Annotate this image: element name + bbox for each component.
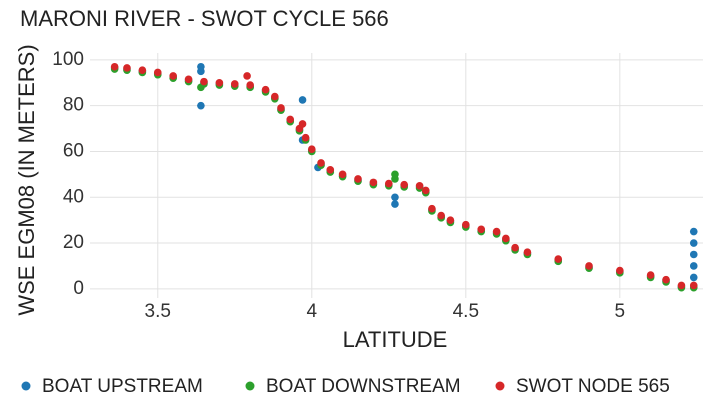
data-point (338, 170, 347, 179)
data-point (326, 165, 335, 174)
data-point (301, 133, 310, 142)
data-point (153, 68, 162, 77)
data-point (437, 211, 445, 220)
data-point (317, 159, 325, 167)
legend-marker (21, 381, 31, 391)
data-point (646, 271, 655, 279)
data-point (384, 179, 393, 188)
x-tick-label: 3.5 (145, 301, 171, 322)
data-point (415, 182, 424, 190)
data-point (616, 266, 624, 275)
data-point (523, 248, 532, 257)
data-point (502, 234, 510, 243)
x-tick-label: 4.5 (453, 301, 479, 322)
y-tick-label: 40 (63, 186, 84, 207)
legend-marker (245, 381, 255, 391)
data-point (689, 227, 698, 236)
data-point (511, 243, 519, 252)
data-point (391, 193, 399, 202)
x-tick-label: 4 (306, 301, 317, 322)
data-point (277, 104, 285, 112)
y-tick-label: 0 (73, 278, 84, 299)
data-point (110, 62, 119, 71)
data-point (689, 250, 698, 259)
data-point (197, 101, 205, 110)
data-point (230, 80, 239, 88)
data-point (271, 92, 279, 101)
data-point (197, 62, 205, 71)
data-point (169, 72, 177, 80)
data-point (689, 281, 698, 290)
data-point (138, 66, 147, 74)
data-point (477, 225, 486, 234)
data-point (391, 200, 399, 208)
data-point (677, 281, 686, 290)
y-axis-label: WSE EGM08 (IN METERS) (14, 44, 39, 315)
data-point (421, 186, 430, 195)
data-point (585, 262, 593, 270)
data-point (200, 77, 208, 86)
chart-title: MARONI RIVER - SWOT CYCLE 566 (20, 6, 389, 31)
y-tick-label: 100 (52, 49, 84, 70)
legend-label: BOAT UPSTREAM (42, 376, 203, 397)
data-point (554, 255, 563, 263)
data-point (369, 178, 378, 187)
data-point (286, 115, 295, 124)
y-tick-label: 60 (63, 140, 84, 161)
y-tick-label: 20 (63, 232, 84, 253)
legend-label: BOAT DOWNSTREAM (266, 376, 461, 397)
data-point (197, 83, 205, 92)
data-point (261, 85, 270, 94)
x-tick-label: 5 (615, 301, 626, 322)
data-point (298, 120, 307, 128)
data-point (246, 81, 254, 89)
x-axis-label: LATITUDE (343, 327, 448, 352)
data-point (298, 96, 307, 104)
legend-marker (495, 381, 505, 391)
data-point (391, 175, 399, 183)
data-point (492, 227, 501, 236)
data-point (462, 220, 470, 229)
data-point (123, 64, 131, 72)
data-point (689, 239, 698, 247)
data-point (689, 273, 698, 282)
data-point (307, 145, 316, 153)
data-point (689, 262, 698, 270)
data-point (184, 75, 193, 84)
data-point (662, 275, 670, 284)
data-point (428, 204, 436, 213)
data-point (400, 180, 409, 189)
data-point (215, 78, 224, 87)
legend-label: SWOT NODE 565 (516, 376, 670, 397)
data-point (446, 216, 455, 224)
data-point (243, 72, 251, 80)
y-tick-label: 80 (63, 95, 84, 116)
data-point (354, 175, 362, 183)
